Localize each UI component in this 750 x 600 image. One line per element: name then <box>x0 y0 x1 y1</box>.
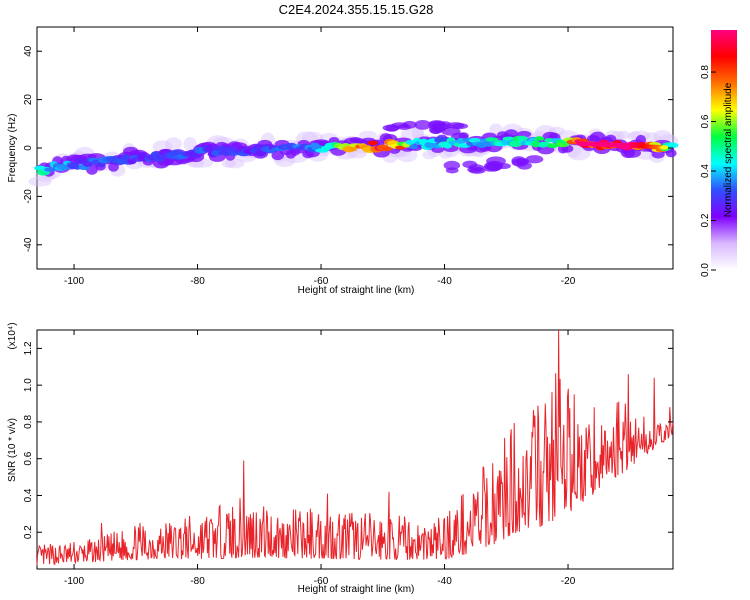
heat-secondary <box>497 163 511 170</box>
y-tick-label: 0.8 <box>23 415 34 429</box>
y-tick-label: 20 <box>23 94 34 106</box>
heat-core <box>395 145 406 150</box>
heat-core <box>204 146 216 152</box>
heat-halo <box>653 130 672 143</box>
snr-scale-label: (x10⁴) <box>7 322 18 349</box>
colorbar-tick-label: 0.6 <box>700 114 711 128</box>
snr-panel: -100 -80 -60 -40 -20 0.2 0.4 0.6 0.8 1.0 1.2 Heig… <box>7 322 674 595</box>
x-tick-label: -20 <box>561 276 576 287</box>
heat-core <box>367 140 379 146</box>
heat-secondary <box>451 123 469 130</box>
snr-x-ticks: -100 -80 -60 -40 -20 <box>64 330 576 587</box>
y-tick-label: -20 <box>23 189 34 204</box>
snr-y-ticks: 0.2 0.4 0.6 0.8 1.0 1.2 <box>23 341 673 539</box>
x-tick-label: -100 <box>64 576 84 587</box>
heat-secondary <box>428 120 446 130</box>
heat-secondary <box>443 160 461 171</box>
spectrogram-x-ticks: -100 -80 -60 -40 -20 <box>64 27 576 287</box>
y-tick-label: 1.2 <box>23 341 34 355</box>
heat-halo <box>28 176 52 187</box>
heat-halo <box>400 127 424 142</box>
colorbar-tick-label: 0.4 <box>700 164 711 178</box>
heat-core <box>120 154 130 161</box>
heat-halo <box>165 137 182 151</box>
heat-secondary <box>462 160 478 169</box>
heat-secondary <box>445 167 459 174</box>
heat-halo <box>617 130 630 140</box>
heat-secondary <box>511 156 527 166</box>
heat-halo <box>489 123 503 135</box>
spectrogram-x-label: Height of straight line (km) <box>298 285 415 296</box>
heat-core <box>502 136 516 141</box>
snr-series <box>36 329 674 566</box>
y-tick-label: 0.4 <box>23 488 34 502</box>
heat-halo <box>359 130 377 141</box>
heat-core <box>665 142 679 149</box>
heat-secondary <box>414 120 432 130</box>
x-tick-label: -100 <box>64 276 84 287</box>
heat-core <box>191 154 202 159</box>
heat-core <box>405 139 416 145</box>
snr-y-label: SNR (10 * v/v) <box>7 418 18 482</box>
y-tick-label: 0.6 <box>23 451 34 465</box>
heat-body <box>458 132 469 140</box>
x-tick-label: -40 <box>437 276 452 287</box>
chart-title: C2E4.2024.355.15.15.G28 <box>279 2 434 17</box>
heat-core <box>44 167 57 172</box>
x-tick-label: -40 <box>437 576 452 587</box>
spectrogram-heatmap <box>28 120 679 187</box>
heat-core <box>82 160 93 167</box>
spectrogram-y-ticks: -40 -20 0 20 40 <box>23 45 673 252</box>
heat-halo <box>636 151 656 160</box>
colorbar-tick-label: 0.2 <box>700 213 711 227</box>
heat-body <box>651 149 665 159</box>
colorbar-ticks: 0.0 0.2 0.4 0.6 0.8 <box>700 65 716 277</box>
y-tick-label: 0 <box>23 145 34 151</box>
colorbar-label: Normalized spectral amplitude <box>723 82 734 217</box>
colorbar-gradient <box>711 30 737 270</box>
x-tick-label: -80 <box>190 276 205 287</box>
heat-halo <box>224 158 245 169</box>
colorbar-tick-label: 0.0 <box>700 263 711 277</box>
heat-secondary <box>385 124 399 132</box>
heat-halo <box>396 147 418 163</box>
heat-peak-band <box>660 145 669 150</box>
heat-halo <box>183 137 197 152</box>
y-tick-label: 1.0 <box>23 378 34 392</box>
heat-core <box>409 144 419 150</box>
x-tick-label: -60 <box>314 276 329 287</box>
x-tick-label: -20 <box>561 576 576 587</box>
spectrogram-y-label: Frequency (Hz) <box>7 114 18 183</box>
y-tick-label: -40 <box>23 237 34 252</box>
heat-core <box>534 136 545 141</box>
y-tick-label: 0.2 <box>23 525 34 539</box>
heat-core <box>434 136 448 144</box>
heat-core <box>214 145 227 152</box>
snr-line <box>36 329 674 566</box>
heat-core <box>225 146 235 152</box>
heat-secondary <box>525 155 544 164</box>
x-tick-label: -60 <box>314 576 329 587</box>
colorbar: 0.0 0.2 0.4 0.6 0.8 Normalized spectral ampl… <box>700 30 737 277</box>
heat-core <box>347 146 358 152</box>
snr-x-label: Height of straight line (km) <box>298 584 415 595</box>
heat-body <box>665 148 677 158</box>
colorbar-tick-label: 0.8 <box>700 65 711 79</box>
heat-core <box>380 146 393 152</box>
heat-halo <box>221 159 237 168</box>
heat-core <box>211 149 223 157</box>
y-tick-label: 40 <box>23 45 34 57</box>
heat-halo <box>422 150 436 160</box>
spectrogram-panel: -100 -80 -60 -40 -20 -40 -20 0 20 40 Height of s… <box>7 26 679 296</box>
x-tick-label: -80 <box>190 576 205 587</box>
heat-body <box>431 146 444 154</box>
heat-core <box>169 149 183 156</box>
heat-secondary <box>485 160 504 171</box>
heat-core <box>508 140 523 148</box>
heat-core <box>485 137 498 142</box>
